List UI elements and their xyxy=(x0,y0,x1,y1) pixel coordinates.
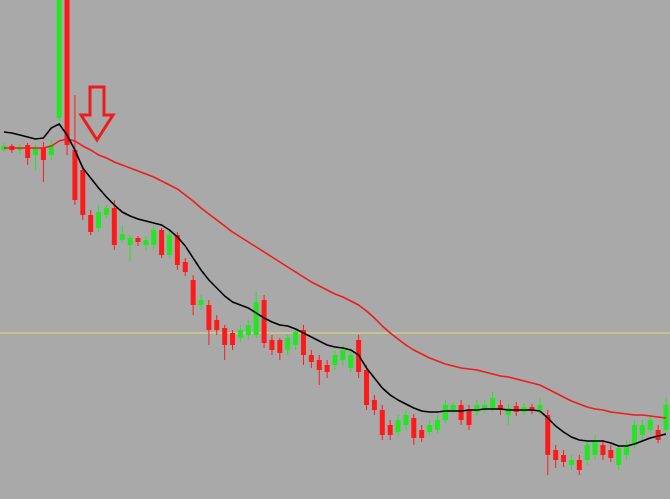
candle-body xyxy=(198,300,204,305)
candle-body xyxy=(135,238,141,242)
candle-body xyxy=(127,238,133,245)
moving-average-line xyxy=(4,138,667,419)
candle-body xyxy=(584,445,590,460)
candle-body xyxy=(143,240,149,245)
candle-body xyxy=(261,300,267,343)
candle-body xyxy=(285,338,291,350)
candle-body xyxy=(111,208,117,245)
candle-body xyxy=(639,425,645,435)
candle-body xyxy=(474,405,480,412)
candle-body xyxy=(182,262,188,272)
candle-body xyxy=(387,425,393,435)
candle-body xyxy=(458,405,464,420)
candle-body xyxy=(498,405,503,410)
candle-body xyxy=(72,150,78,200)
candle-body xyxy=(364,370,370,405)
candle-body xyxy=(450,405,456,410)
candle-body xyxy=(379,410,385,435)
candle-body xyxy=(214,320,220,330)
candle-body xyxy=(308,355,314,362)
candle-body xyxy=(553,450,559,460)
candle-body xyxy=(293,332,299,345)
candle-body xyxy=(56,0,62,118)
candle-body xyxy=(561,455,567,462)
candle-body xyxy=(316,360,322,370)
signal-arrow xyxy=(78,85,116,143)
candle-body xyxy=(269,340,275,350)
candle-body xyxy=(490,398,496,408)
candle-body xyxy=(80,170,86,215)
candle-body xyxy=(88,215,94,232)
candle-body xyxy=(576,460,582,470)
candle-body xyxy=(568,460,574,465)
candle-body xyxy=(300,330,306,355)
candle-body xyxy=(159,230,165,255)
candle-body xyxy=(505,408,511,415)
candle-body xyxy=(371,400,377,410)
candle-body xyxy=(624,445,630,455)
candle-body xyxy=(230,333,236,345)
candle-body xyxy=(48,145,54,155)
candle-body xyxy=(482,405,488,410)
candle-body xyxy=(25,145,31,158)
candle-body xyxy=(40,148,46,160)
candle-body xyxy=(411,418,417,438)
candle-body xyxy=(174,235,180,265)
moving-average-line xyxy=(3,123,667,447)
candle-body xyxy=(103,208,109,215)
candle-body xyxy=(324,365,330,372)
candle-body xyxy=(151,230,157,245)
candle-body xyxy=(403,415,409,425)
candle-body xyxy=(245,325,251,335)
candle-body xyxy=(537,405,543,410)
candle-body xyxy=(96,212,102,228)
candle-body xyxy=(647,420,653,430)
candle-body xyxy=(395,420,401,432)
candle-body xyxy=(427,425,433,432)
plot-area xyxy=(0,0,670,475)
candle-body xyxy=(33,148,39,155)
candle-body xyxy=(513,406,519,412)
candle-body xyxy=(340,350,346,360)
candle-body xyxy=(206,305,212,330)
candle-body xyxy=(119,234,125,240)
candle-body xyxy=(64,0,70,145)
candle-body xyxy=(222,328,228,345)
candle-body xyxy=(348,355,354,368)
candle-body xyxy=(608,450,614,458)
candle-body xyxy=(277,340,283,353)
candle-body xyxy=(616,448,622,465)
candle-body xyxy=(545,415,551,455)
candle-body xyxy=(167,235,172,255)
candle-body xyxy=(237,330,243,338)
candle-body xyxy=(253,302,259,335)
candle-body xyxy=(600,445,606,455)
candle-body xyxy=(592,440,598,455)
candle-body xyxy=(442,405,448,420)
candle-body xyxy=(655,430,661,440)
candle-body xyxy=(419,430,425,438)
candle-body xyxy=(466,410,472,425)
candle-body xyxy=(529,407,535,411)
candle-body xyxy=(434,420,440,430)
candle-body xyxy=(631,425,637,445)
candle-body xyxy=(190,280,196,305)
candle-body xyxy=(332,355,338,365)
